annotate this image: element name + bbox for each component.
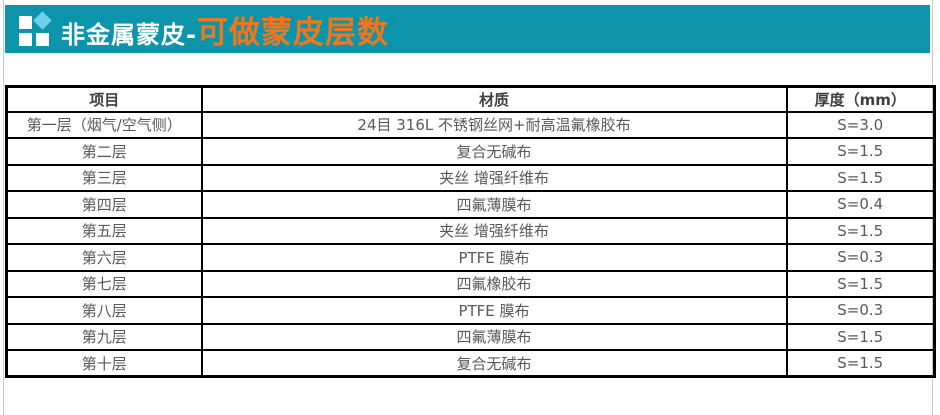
thickness-cell: S=0.3 (785, 243, 936, 272)
page-title-main: 非金属蒙皮- (61, 20, 197, 49)
column-header-item: 项目 (5, 85, 203, 113)
table-row: 第四层 四氟薄膜布 S=0.4 (5, 190, 936, 219)
thickness-cell: S=1.5 (785, 349, 936, 378)
item-cell: 第十层 (5, 349, 203, 378)
material-cell: 24目 316L 不锈钢丝网+耐高温氟橡胶布 (200, 110, 788, 139)
material-cell: 四氟橡胶布 (200, 269, 788, 298)
item-cell: 第三层 (5, 163, 203, 192)
table-row: 第九层 四氟薄膜布 S=1.5 (5, 322, 936, 351)
item-cell: 第九层 (5, 322, 203, 351)
table-row: 第一层（烟气/空气侧） 24目 316L 不锈钢丝网+耐高温氟橡胶布 S=3.0 (5, 110, 936, 139)
page-title: 非金属蒙皮- 可做蒙皮层数 (61, 7, 389, 52)
table-row: 第七层 四氟橡胶布 S=1.5 (5, 269, 936, 298)
table-row: 第六层 PTFE 膜布 S=0.3 (5, 243, 936, 272)
thickness-cell: S=1.5 (785, 163, 936, 192)
item-cell: 第四层 (5, 190, 203, 219)
thickness-cell: S=3.0 (785, 110, 936, 139)
column-header-thickness: 厚度（mm） (785, 85, 936, 113)
item-cell: 第五层 (5, 216, 203, 245)
material-cell: 四氟薄膜布 (200, 190, 788, 219)
item-cell: 第七层 (5, 269, 203, 298)
item-cell: 第一层（烟气/空气侧） (5, 110, 203, 139)
thickness-cell: S=1.5 (785, 137, 936, 166)
thickness-cell: S=1.5 (785, 216, 936, 245)
slide-edge-left (3, 0, 4, 415)
thickness-cell: S=0.4 (785, 190, 936, 219)
table-row: 第五层 夹丝 增强纤维布 S=1.5 (5, 216, 936, 245)
material-cell: 复合无碱布 (200, 137, 788, 166)
layers-table: 项目 材质 厚度（mm） 第一层（烟气/空气侧） 24目 316L 不锈钢丝网+… (5, 85, 936, 378)
material-cell: 四氟薄膜布 (200, 322, 788, 351)
material-cell: 夹丝 增强纤维布 (200, 216, 788, 245)
table-row: 第三层 夹丝 增强纤维布 S=1.5 (5, 163, 936, 192)
material-cell: 复合无碱布 (200, 349, 788, 378)
thickness-cell: S=0.3 (785, 296, 936, 325)
table-body: 第一层（烟气/空气侧） 24目 316L 不锈钢丝网+耐高温氟橡胶布 S=3.0… (5, 110, 936, 378)
page-title-highlight: 可做蒙皮层数 (196, 14, 389, 51)
material-cell: 夹丝 增强纤维布 (200, 163, 788, 192)
item-cell: 第六层 (5, 243, 203, 272)
thickness-cell: S=1.5 (785, 269, 936, 298)
thickness-cell: S=1.5 (785, 322, 936, 351)
material-cell: PTFE 膜布 (200, 243, 788, 272)
table-row: 第十层 复合无碱布 S=1.5 (5, 349, 936, 378)
item-cell: 第二层 (5, 137, 203, 166)
table-row: 第八层 PTFE 膜布 S=0.3 (5, 296, 936, 325)
item-cell: 第八层 (5, 296, 203, 325)
material-cell: PTFE 膜布 (200, 296, 788, 325)
table-row: 第二层 复合无碱布 S=1.5 (5, 137, 936, 166)
column-header-material: 材质 (200, 85, 788, 113)
table-header-row: 项目 材质 厚度（mm） (5, 85, 936, 113)
squares-grid-icon (19, 10, 52, 46)
title-bar: 非金属蒙皮- 可做蒙皮层数 (5, 5, 930, 53)
